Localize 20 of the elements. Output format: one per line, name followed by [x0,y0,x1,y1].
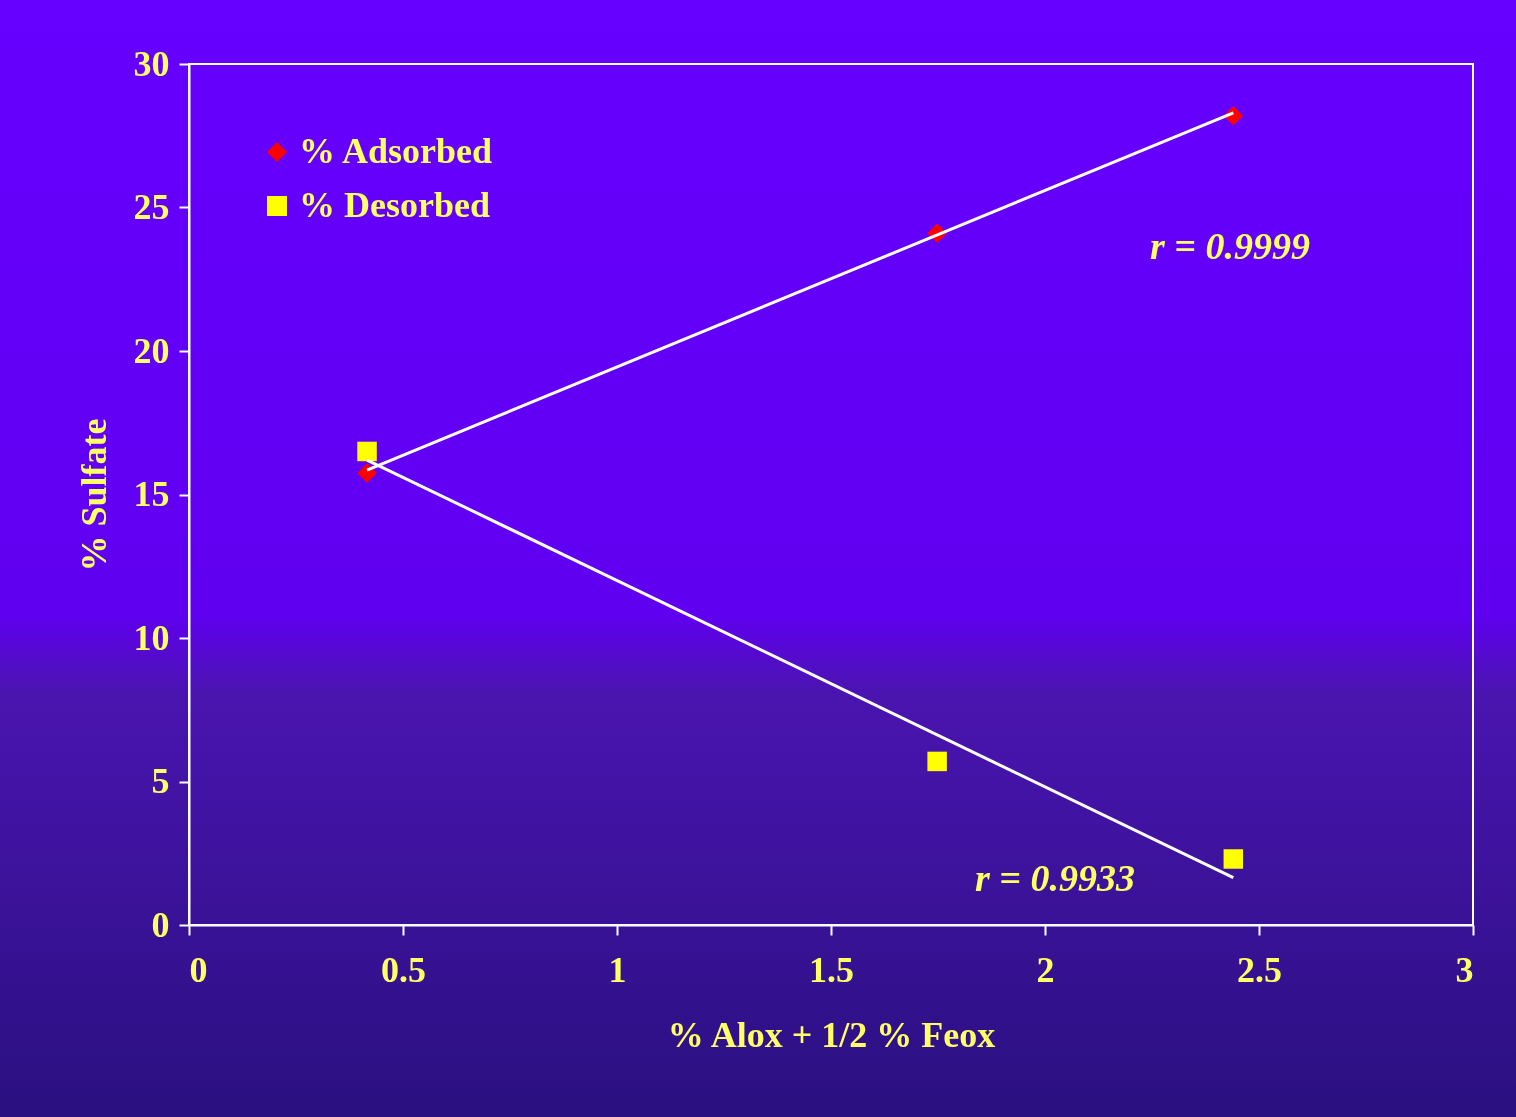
x-tick-label: 0 [189,949,208,990]
x-tick-label: 2 [1036,949,1055,990]
y-tick-label: 0 [151,904,170,945]
y-tick-label: 25 [133,187,170,227]
x-tick-label: 1 [608,949,627,990]
x-tick-label: 3 [1455,949,1474,990]
annotation: r = 0.9999 [1150,225,1310,267]
y-tick-label: 10 [133,617,170,658]
x-tick-label: 2.5 [1237,949,1282,990]
y-tick-label: 20 [133,330,170,371]
x-axis-title: % Alox + 1/2 % Feox [667,1014,996,1055]
y-axis-title: % Sulfate [73,418,114,572]
legend-label: % Desorbed [299,185,490,225]
y-tick-label: 30 [133,43,170,84]
x-tick-label: 0.5 [381,949,426,990]
y-tick-label: 15 [133,474,170,514]
legend-label: % Adsorbed [299,131,493,171]
x-tick-label: 1.5 [809,949,854,990]
annotation: r = 0.9933 [975,857,1135,899]
y-tick-label: 5 [151,761,170,801]
